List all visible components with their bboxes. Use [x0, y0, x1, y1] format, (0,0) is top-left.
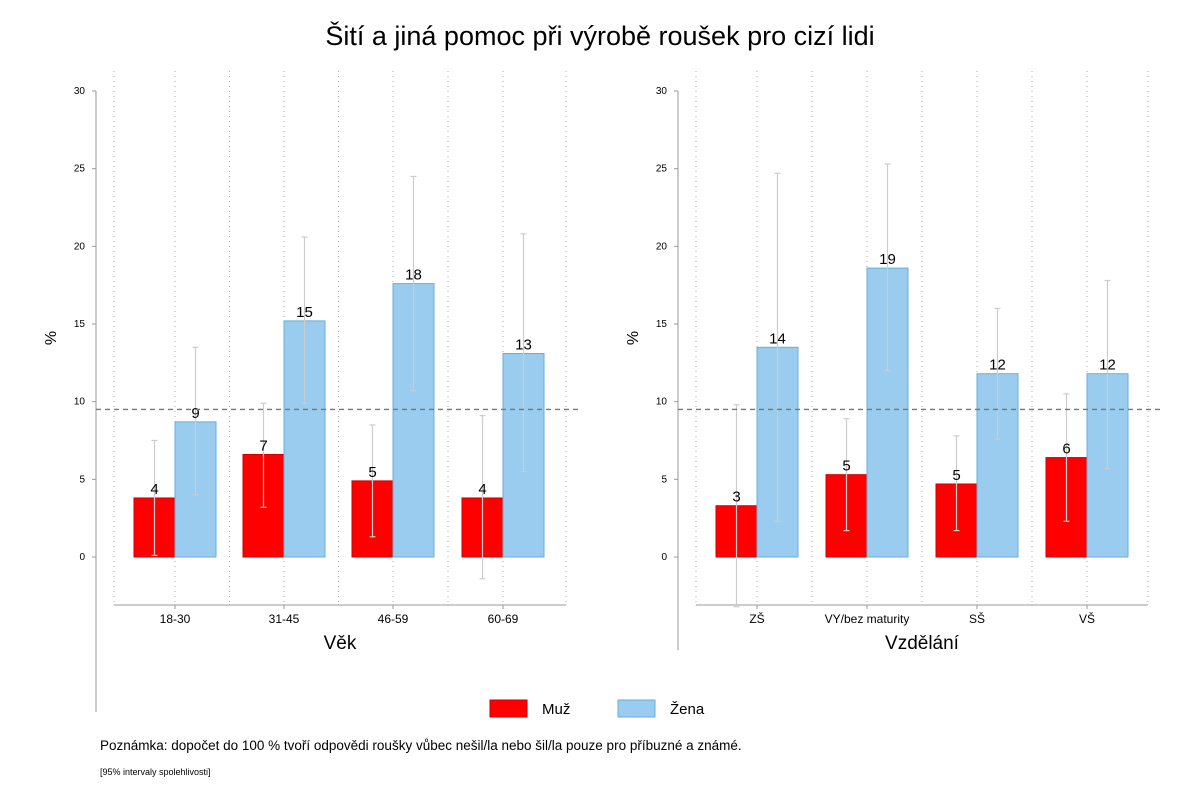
x-tick-label: 46-59: [378, 612, 409, 626]
y-tick-label: 30: [74, 86, 86, 97]
y-tick-label: 30: [656, 86, 668, 97]
y-tick-label: 15: [656, 319, 668, 330]
data-label: 6: [1062, 441, 1070, 458]
y-tick-label: 20: [656, 241, 668, 252]
y-tick-label: 5: [661, 474, 667, 485]
data-label: 5: [368, 464, 376, 481]
data-label: 5: [842, 458, 850, 475]
panel-age: 0 5 10 15 20 25 30% 18-30 4 9 31-45 7 15 46-59 5 18 60-6…: [43, 71, 582, 712]
footnote: Poznámka: dopočet do 100 % tvoří odpověd…: [100, 738, 742, 753]
data-label: 12: [1099, 357, 1116, 374]
panel-education: 0 5 10 15 20 25 30% ZŠ 3 14 VY/bez maturity 5 19 SŠ 5 1…: [625, 71, 1164, 654]
y-tick-label: 10: [74, 397, 86, 408]
data-label: 12: [989, 357, 1006, 374]
data-label: 4: [150, 481, 158, 498]
data-label: 15: [296, 304, 313, 321]
y-tick-label: 0: [79, 552, 85, 563]
y-axis-label: %: [625, 331, 642, 345]
y-tick-label: 25: [74, 164, 86, 175]
y-axis-label: %: [43, 331, 60, 345]
data-label: 5: [952, 467, 960, 484]
y-tick-label: 0: [661, 552, 667, 563]
y-tick-label: 5: [79, 474, 85, 485]
confidence-interval-note: [95% intervaly spolehlivosti]: [100, 767, 211, 777]
data-label: 3: [732, 489, 740, 506]
legend: Muž Žena: [489, 699, 705, 718]
x-tick-label: 60-69: [488, 612, 519, 626]
chart-title: Šití a jiná pomoc při výrobě roušek pro …: [325, 20, 874, 51]
x-axis-title: Věk: [324, 633, 357, 654]
x-tick-label: ZŠ: [749, 611, 764, 626]
x-tick-label: VŠ: [1079, 611, 1095, 626]
legend-swatch-muz: [489, 699, 528, 718]
data-label: 9: [191, 405, 199, 422]
x-tick-label: SŠ: [969, 611, 985, 626]
data-label: 7: [259, 437, 267, 454]
data-label: 19: [879, 251, 896, 268]
x-tick-label: VY/bez maturity: [825, 612, 910, 626]
legend-swatch-zena: [617, 699, 656, 718]
x-tick-label: 18-30: [160, 612, 191, 626]
legend-label-muz: Muž: [542, 701, 570, 718]
y-tick-label: 15: [74, 319, 86, 330]
data-label: 4: [478, 481, 486, 498]
y-tick-label: 20: [74, 241, 86, 252]
y-tick-label: 10: [656, 397, 668, 408]
y-tick-label: 25: [656, 164, 668, 175]
data-label: 18: [405, 267, 422, 284]
data-label: 14: [769, 330, 786, 347]
x-axis-title: Vzdělání: [885, 633, 960, 654]
data-label: 13: [515, 337, 532, 354]
legend-label-zena: Žena: [670, 701, 705, 718]
x-tick-label: 31-45: [269, 612, 300, 626]
